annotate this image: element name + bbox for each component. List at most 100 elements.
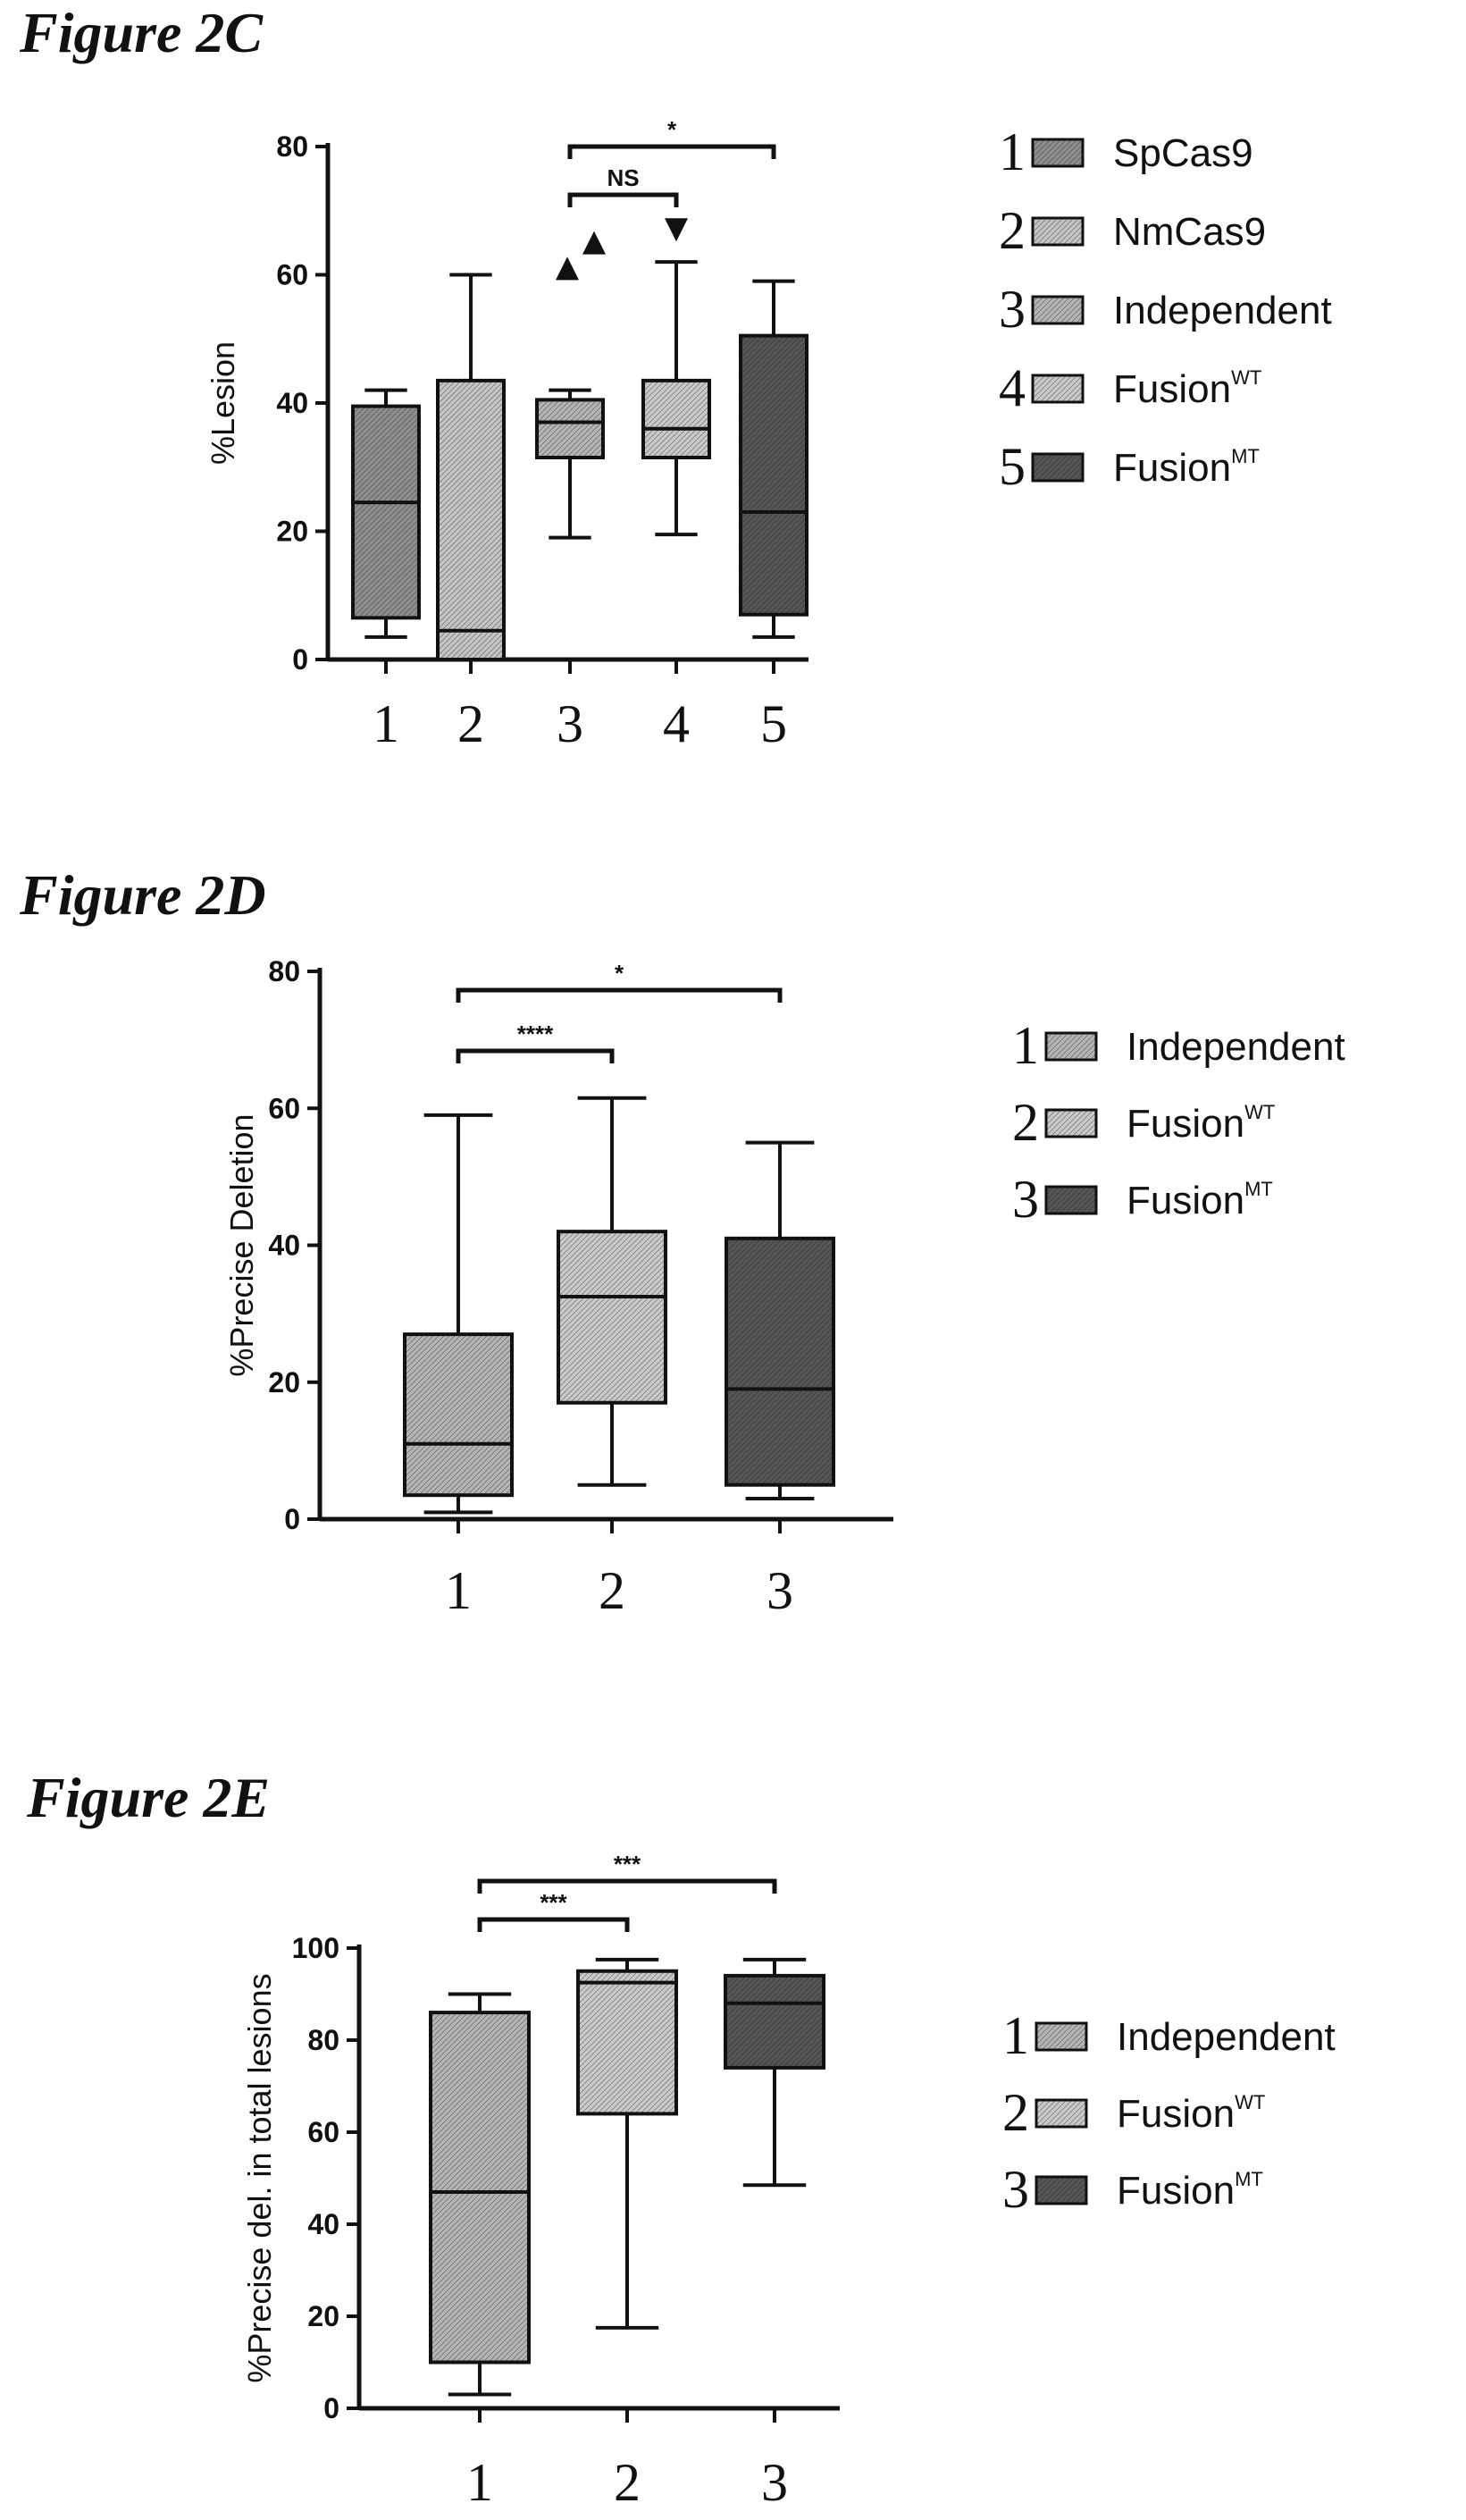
figure-2d-title: Figure 2D — [20, 863, 266, 927]
figure-2e-title: Figure 2E — [27, 1766, 271, 1829]
legend-item-2: 2 FusionWT — [1002, 2083, 1265, 2142]
y-tick-label: 40 — [276, 387, 308, 419]
legend-number: 3 — [1002, 2160, 1029, 2219]
legend-label: FusionWT — [1113, 366, 1261, 411]
legend-item-2: 2 NmCas9 — [999, 201, 1266, 260]
x-tick-label: 3 — [761, 2453, 788, 2512]
box-iqr — [535, 398, 605, 459]
y-axis-label: %Precise del. in total lesions — [241, 1973, 278, 2382]
legend-item-3: 3 FusionMT — [1002, 2160, 1263, 2219]
figure-2c-title: Figure 2C — [20, 1, 264, 64]
legend-number: 2 — [1012, 1093, 1039, 1152]
bracket-line — [567, 192, 679, 207]
legend-number: 5 — [999, 437, 1026, 496]
significance-bracket: *** — [477, 1851, 777, 1894]
box-3 — [725, 1140, 835, 1501]
box-iqr — [403, 1332, 514, 1498]
box-3 — [724, 1957, 825, 2188]
outlier-point — [665, 218, 688, 242]
legend-swatch — [1031, 295, 1085, 325]
significance-bracket: **** — [456, 1021, 615, 1063]
legend-superscript: MT — [1235, 2168, 1263, 2190]
significance-bracket: * — [567, 116, 776, 159]
y-tick-label: 40 — [307, 2208, 339, 2240]
y-tick-label: 60 — [268, 1092, 300, 1124]
legend-superscript: WT — [1235, 2091, 1265, 2113]
legend-swatch — [1044, 1031, 1098, 1062]
significance-label: * — [615, 960, 624, 987]
legend-item-4: 4 FusionWT — [999, 358, 1261, 417]
legend-number: 3 — [1012, 1170, 1039, 1229]
legend-superscript: WT — [1231, 366, 1261, 389]
y-tick-label: 60 — [307, 2116, 339, 2148]
legend-swatch — [1031, 452, 1085, 483]
legend-label: NmCas9 — [1113, 210, 1266, 254]
legend-swatch — [1035, 2175, 1088, 2205]
legend-item-2: 2 FusionWT — [1012, 1093, 1275, 1152]
y-tick-label: 20 — [276, 516, 308, 548]
legend-superscript: MT — [1244, 1178, 1273, 1200]
box-iqr — [436, 378, 506, 661]
significance-label: NS — [607, 164, 639, 191]
y-tick-label: 0 — [292, 643, 308, 676]
legend-label: Independent — [1127, 1025, 1345, 1069]
legend-label: SpCas9 — [1113, 131, 1253, 175]
legend-item-1: 1 SpCas9 — [999, 122, 1253, 181]
legend-number: 4 — [999, 358, 1026, 417]
legend-number: 3 — [999, 280, 1026, 339]
box-iqr — [429, 2011, 531, 2365]
legend-number: 1 — [1002, 2006, 1029, 2065]
y-tick-label: 0 — [284, 1503, 300, 1535]
legend-label: Independent — [1113, 289, 1332, 332]
legend-superscript: WT — [1244, 1101, 1275, 1123]
legend-swatch — [1044, 1185, 1098, 1215]
legend-swatch — [1035, 2098, 1088, 2129]
legend-item-5: 5 FusionMT — [999, 437, 1260, 496]
box-iqr — [739, 333, 808, 617]
box-1 — [429, 1992, 531, 2397]
legend-swatch — [1031, 138, 1085, 168]
significance-label: * — [667, 116, 677, 143]
legend-item-3: 3 Independent — [999, 280, 1332, 339]
y-tick-label: 80 — [268, 955, 300, 987]
y-tick-label: 40 — [268, 1230, 300, 1262]
box-iqr — [576, 1969, 678, 2116]
legend-number: 1 — [1012, 1016, 1039, 1075]
legend-item-1: 1 Independent — [1012, 1016, 1345, 1075]
legend-label: FusionMT — [1117, 2168, 1263, 2213]
box-iqr — [557, 1230, 667, 1405]
legend-swatch — [1031, 374, 1085, 404]
legend-superscript: MT — [1231, 445, 1260, 467]
significance-label: *** — [614, 1851, 641, 1877]
box-4 — [641, 260, 711, 537]
legend-swatch — [1035, 2021, 1088, 2052]
significance-label: *** — [540, 1889, 567, 1916]
box-2 — [436, 273, 506, 661]
y-tick-label: 20 — [307, 2300, 339, 2332]
y-tick-label: 0 — [323, 2392, 339, 2424]
significance-bracket: NS — [567, 164, 679, 207]
x-tick-label: 2 — [599, 1561, 625, 1620]
legend-item-3: 3 FusionMT — [1012, 1170, 1273, 1229]
legend-number: 2 — [999, 201, 1026, 260]
box-iqr — [351, 404, 421, 620]
y-tick-label: 60 — [276, 259, 308, 291]
box-1 — [351, 388, 421, 639]
x-tick-label: 5 — [760, 694, 787, 753]
significance-label: **** — [517, 1021, 554, 1047]
y-tick-label: 80 — [276, 130, 308, 163]
legend-swatch — [1031, 216, 1085, 247]
y-tick-label: 80 — [307, 2024, 339, 2056]
y-tick-label: 100 — [292, 1932, 339, 1964]
outlier-point — [582, 231, 606, 255]
box-iqr — [724, 1973, 825, 2070]
legend-swatch — [1044, 1108, 1098, 1138]
bracket-line — [456, 1048, 615, 1063]
x-tick-label: 1 — [373, 694, 399, 753]
box-1 — [403, 1113, 514, 1515]
significance-bracket: * — [456, 960, 783, 1003]
y-axis-label: %Precise Deletion — [223, 1113, 260, 1376]
box-5 — [739, 279, 808, 639]
